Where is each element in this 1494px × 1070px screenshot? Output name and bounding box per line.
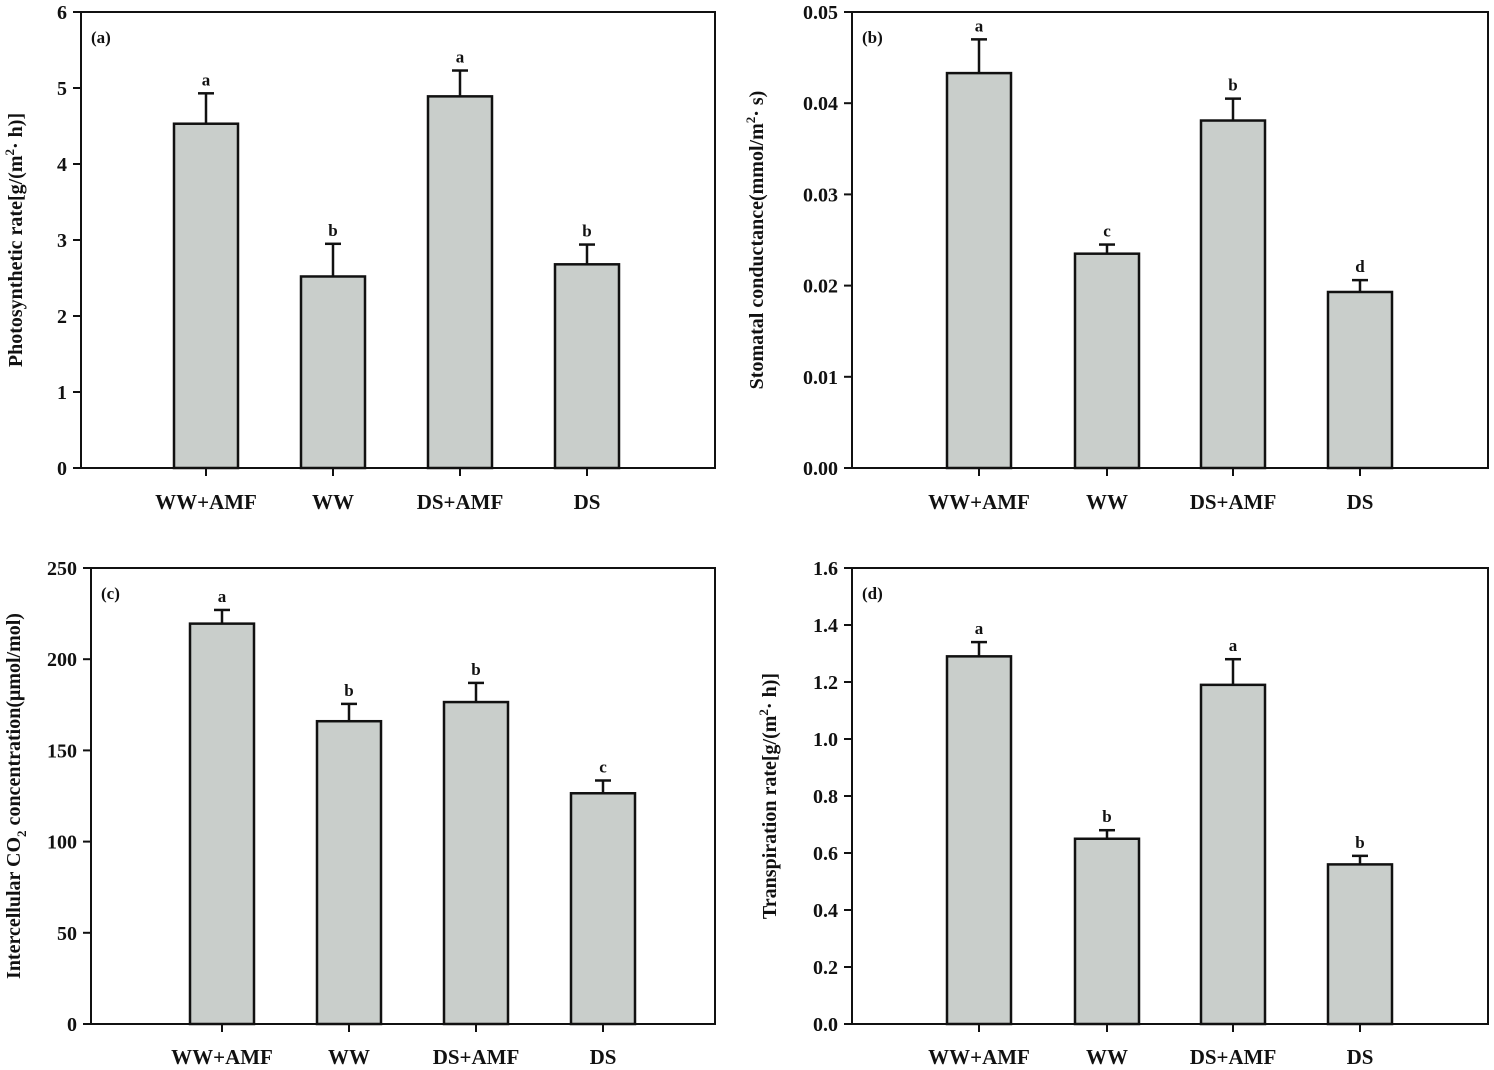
significance-letter: b (328, 221, 337, 240)
category-label: DS (574, 490, 601, 514)
significance-letter: b (1228, 76, 1237, 95)
significance-letter: a (975, 16, 984, 35)
panel-label: (a) (91, 28, 111, 47)
bar-ww (315, 719, 383, 1026)
y-tick-label: 1.0 (813, 729, 838, 751)
panel-label: (d) (862, 584, 883, 603)
y-tick-label: 3 (57, 230, 67, 252)
panel-a: 0 1 2 3 4 5 6 a WW+AMF b WW a DS+AMF b DS (a) Photosynth… (2, 2, 716, 514)
significance-letter: a (218, 587, 227, 606)
y-tick-label: 0.2 (813, 957, 838, 979)
y-tick-label: 200 (47, 649, 77, 671)
significance-letter: b (1102, 807, 1111, 826)
significance-letter: d (1355, 257, 1365, 276)
panel-d: 0.0 0.2 0.4 0.6 0.8 1.0 1.2 1.4 1.6 a WW+AMF b WW a DS… (756, 558, 1489, 1069)
y-tick-label: 150 (47, 740, 77, 762)
bar-ww-plus-amf (188, 622, 256, 1026)
significance-letter: a (975, 619, 984, 638)
y-tick-label: 0.02 (803, 276, 838, 298)
category-label: DS+AMF (433, 1045, 520, 1069)
y-tick-label: 2 (57, 306, 67, 328)
y-tick-label: 0.00 (803, 458, 838, 480)
y-tick-label: 1 (57, 382, 67, 404)
significance-letter: a (202, 70, 211, 89)
bar-ds (553, 263, 621, 470)
y-axis-label: Transpiration rate[g/(m2· h)] (756, 673, 781, 919)
bar-ds-plus-amf (426, 95, 494, 470)
category-label: DS+AMF (1190, 490, 1277, 514)
category-label: DS+AMF (417, 490, 504, 514)
bar-ds-plus-amf (1199, 119, 1267, 470)
y-tick-label: 4 (57, 154, 67, 176)
y-tick-label: 0 (67, 1014, 77, 1036)
significance-letter: b (1355, 833, 1364, 852)
y-tick-label: 0 (57, 458, 67, 480)
plot-frame (851, 11, 1489, 469)
panel-c: 0 50 100 150 200 250 a WW+AMF b WW b DS+AMF c DS (c) In… (3, 558, 716, 1069)
bar-ds (1326, 863, 1394, 1026)
significance-letter: a (456, 48, 465, 67)
significance-letter: b (344, 681, 353, 700)
category-label: DS (590, 1045, 617, 1069)
y-tick-label: 0.04 (803, 93, 838, 115)
panel-label: (b) (862, 28, 883, 47)
y-tick-label: 250 (47, 558, 77, 580)
bar-ds-plus-amf (1199, 683, 1267, 1026)
bar-ww (1073, 837, 1141, 1026)
bar-ds-plus-amf (442, 700, 510, 1026)
y-tick-label: 1.6 (813, 558, 838, 580)
category-label: DS+AMF (1190, 1045, 1277, 1069)
significance-letter: b (471, 660, 480, 679)
category-label: WW+AMF (171, 1045, 273, 1069)
y-tick-label: 1.2 (813, 672, 838, 694)
y-tick-label: 5 (57, 78, 67, 100)
y-tick-label: 1.4 (813, 615, 838, 637)
panel-b: 0.00 0.01 0.02 0.03 0.04 0.05 a WW+AMF c WW b DS+AM… (743, 2, 1489, 514)
y-axis-label: Intercellular CO2 concentration(μmol/mol… (3, 613, 29, 979)
y-tick-label: 0.6 (813, 843, 838, 865)
bar-ww-plus-amf (945, 71, 1013, 470)
y-tick-label: 0.01 (803, 367, 838, 389)
category-label: DS (1347, 490, 1374, 514)
significance-letter: b (582, 222, 591, 241)
bar-ww-plus-amf (172, 122, 240, 470)
y-tick-label: 0.4 (813, 900, 838, 922)
bar-ds (1326, 290, 1394, 470)
y-tick-label: 50 (57, 923, 77, 945)
y-tick-label: 0.03 (803, 184, 838, 206)
category-label: WW+AMF (928, 1045, 1030, 1069)
bar-ww-plus-amf (945, 655, 1013, 1026)
y-tick-label: 0.0 (813, 1014, 838, 1036)
y-tick-label: 0.8 (813, 786, 838, 808)
y-axis-label: Photosynthetic rate[g/(m2· h)] (2, 113, 27, 367)
y-axis-label: Stomatal conductance(mmol/m2· s) (743, 91, 768, 390)
category-label: WW+AMF (155, 490, 257, 514)
y-tick-label: 100 (47, 832, 77, 854)
category-label: DS (1347, 1045, 1374, 1069)
bar-ds (569, 792, 637, 1026)
significance-letter: c (1103, 222, 1111, 241)
panel-label: (c) (101, 584, 120, 603)
y-tick-label: 6 (57, 2, 67, 24)
category-label: WW+AMF (928, 490, 1030, 514)
bar-ww (299, 275, 367, 470)
category-label: WW (328, 1045, 370, 1069)
y-tick-label: 0.05 (803, 2, 838, 24)
category-label: WW (1086, 490, 1128, 514)
plot-frame (90, 567, 716, 1025)
category-label: WW (1086, 1045, 1128, 1069)
category-label: WW (312, 490, 354, 514)
bar-ww (1073, 252, 1141, 470)
significance-letter: c (599, 757, 607, 776)
significance-letter: a (1229, 636, 1238, 655)
